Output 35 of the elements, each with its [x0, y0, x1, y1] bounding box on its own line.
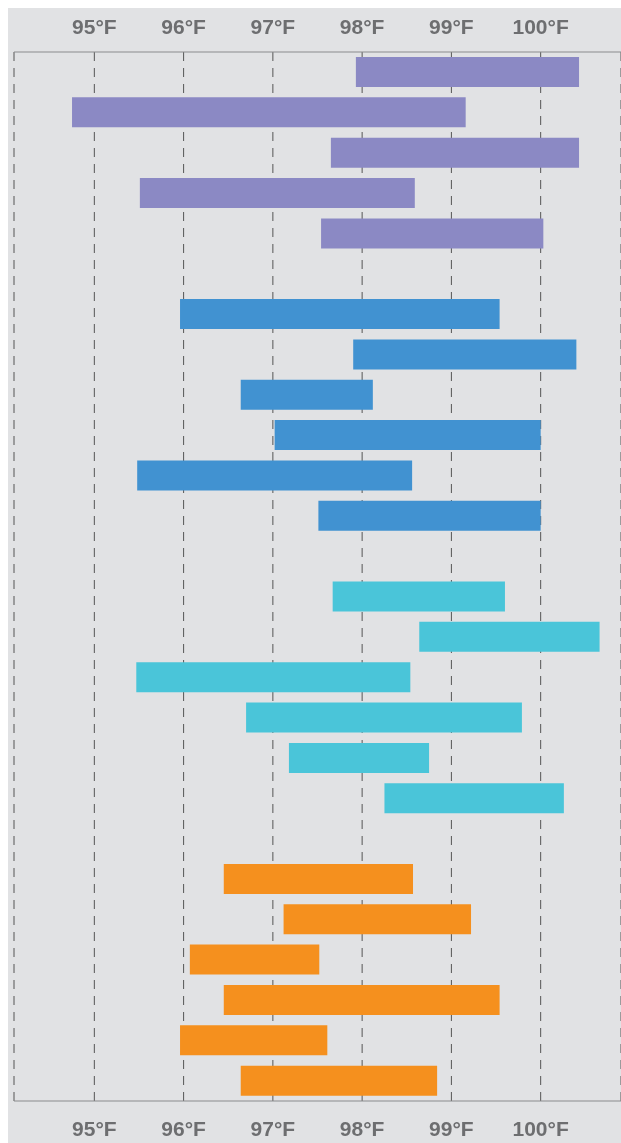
bar — [136, 662, 411, 693]
bar — [240, 379, 373, 410]
bar — [353, 339, 577, 370]
bar — [139, 178, 415, 209]
bar — [288, 742, 430, 773]
x-tick-label: 99°F — [429, 1116, 474, 1140]
x-tick-label: 97°F — [250, 1116, 296, 1140]
bar — [189, 944, 320, 975]
bar — [384, 783, 564, 814]
bar — [223, 984, 500, 1015]
x2-tick-label: 96°F — [161, 15, 207, 38]
x2-tick-label: 98°F — [339, 15, 385, 38]
bar — [72, 97, 466, 128]
x2-tick-label: 95°F — [72, 15, 117, 38]
bar — [223, 863, 414, 894]
bar — [330, 137, 580, 168]
x2-tick-label: 97°F — [250, 15, 296, 38]
x-tick-label: 96°F — [161, 1116, 207, 1140]
bar — [274, 420, 541, 451]
x-tick-label: 95°F — [72, 1116, 117, 1140]
bar — [246, 702, 522, 733]
bar — [137, 460, 413, 491]
bar — [180, 1025, 328, 1056]
bar — [332, 581, 505, 612]
x2-tick-label: 99°F — [429, 15, 474, 38]
x-tick-label: 98°F — [339, 1116, 385, 1140]
bar — [240, 1065, 438, 1096]
bar — [419, 621, 600, 652]
bar — [318, 500, 541, 531]
bar — [321, 218, 544, 249]
bar — [283, 904, 472, 935]
bar — [355, 57, 580, 87]
x-tick-label: 100°F — [512, 1116, 569, 1140]
bar — [180, 299, 500, 330]
x2-tick-label: 100°F — [512, 15, 569, 38]
